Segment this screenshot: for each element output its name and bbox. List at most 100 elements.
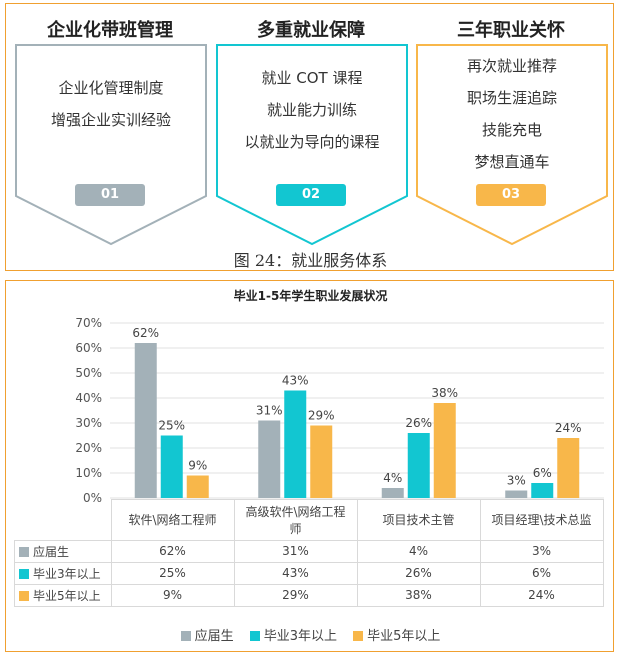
bar-chart: 0%10%20%30%40%50%60%70%62%31%4% 3%25%43%2… xyxy=(75,316,604,505)
legend-label: 应届生 xyxy=(194,629,234,644)
shield-card-1: 企业化管理制度 增强企业实训经验 01 xyxy=(15,44,207,246)
y-tick-label: 60% xyxy=(75,341,102,355)
legend-swatch xyxy=(353,631,364,641)
data-label: 24% xyxy=(555,421,582,435)
table-cell: 38% xyxy=(356,583,481,607)
data-label: 4% xyxy=(383,471,402,485)
data-label: 43% xyxy=(282,374,309,388)
shield-1-line: 企业化管理制度 xyxy=(58,79,164,97)
bar xyxy=(505,490,528,498)
series-key-cell: 应届生 xyxy=(14,539,112,563)
data-label: 3% xyxy=(507,474,526,488)
data-label: 38% xyxy=(431,386,458,400)
data-table: 软件\网络工程师 高级软件\网络工程 师 项目技术主管 项目经理\技术总监 应届… xyxy=(14,499,604,607)
shield-2-line: 以就业为导向的课程 xyxy=(244,133,380,151)
series-key-cell: 毕业3年以上 xyxy=(14,561,112,585)
series-key-cell: 毕业5年以上 xyxy=(14,583,112,607)
legend-swatch xyxy=(180,631,191,641)
bar xyxy=(160,435,183,498)
legend-item: 毕业5年以上 xyxy=(353,625,440,644)
category-label-line: 项目经理\技术总监 xyxy=(491,513,592,528)
bar xyxy=(557,438,580,498)
table-cell: 24% xyxy=(479,583,604,607)
table-corner-cell xyxy=(14,499,112,541)
step-badge-1: 01 xyxy=(75,184,145,206)
table-cell: 3% xyxy=(479,539,604,563)
bar xyxy=(433,403,456,498)
table-cell: 4% xyxy=(356,539,481,563)
category-label-line: 高级软件\网络工程 xyxy=(245,504,346,519)
table-cell: 9% xyxy=(110,583,235,607)
data-label: 25% xyxy=(158,419,185,433)
shield-outline-1 xyxy=(15,44,207,246)
table-cell: 43% xyxy=(233,561,358,585)
data-label: 29% xyxy=(308,409,335,423)
bar xyxy=(258,420,281,498)
bar xyxy=(284,390,307,498)
career-chart-panel: 毕业1-5年学生职业发展状况 0% 10% 20% 30% 40% 50% 60% 70% 62… xyxy=(5,280,614,652)
shield-outline-2 xyxy=(216,44,408,246)
bar xyxy=(186,475,209,498)
legend-swatch xyxy=(249,631,260,641)
data-label: 62% xyxy=(132,326,159,340)
y-tick-label: 50% xyxy=(75,366,102,380)
shield-3-line: 职场生涯追踪 xyxy=(466,89,557,107)
step-badge-2: 02 xyxy=(276,184,346,206)
shield-outline-3 xyxy=(416,44,608,246)
table-cell: 25% xyxy=(110,561,235,585)
table-header-row: 软件\网络工程师 高级软件\网络工程 师 项目技术主管 项目经理\技术总监 xyxy=(14,499,604,541)
step-badge-3: 03 xyxy=(476,184,546,206)
figure-caption: 图 24：就业服务体系 xyxy=(233,251,388,270)
bar xyxy=(310,425,333,498)
chart-title: 毕业1-5年学生职业发展状况 xyxy=(233,289,388,303)
bar xyxy=(407,433,430,498)
shield-2-line: 就业 COT 课程 xyxy=(261,69,363,87)
series-name: 毕业5年以上 xyxy=(33,588,101,603)
legend-swatch xyxy=(19,568,29,579)
legend-item: 毕业3年以上 xyxy=(249,625,337,644)
table-cell: 6% xyxy=(479,561,604,585)
category-label-line: 师 xyxy=(289,521,302,536)
series-name: 毕业3年以上 xyxy=(33,566,101,581)
shield-3-line: 技能充电 xyxy=(481,121,542,139)
table-cell: 62% xyxy=(110,539,235,563)
y-tick-label: 10% xyxy=(75,466,102,480)
legend-swatch xyxy=(19,590,29,601)
service-system-panel: 企业化带班管理 企业化管理制度 增强企业实训经验 01 多重就业保障 就业 CO… xyxy=(5,3,614,271)
table-cell: 31% xyxy=(233,539,358,563)
category-label-line: 项目技术主管 xyxy=(382,513,455,528)
table-cell: 29% xyxy=(233,583,358,607)
legend-label: 毕业3年以上 xyxy=(263,629,337,644)
bar xyxy=(134,343,157,498)
y-tick-label: 70% xyxy=(75,316,102,330)
data-label: 31% xyxy=(256,404,283,418)
legend-item: 应届生 xyxy=(180,625,234,644)
y-tick-label: 30% xyxy=(75,416,102,430)
bar xyxy=(531,483,554,498)
table-cell: 26% xyxy=(356,561,481,585)
y-tick-label: 40% xyxy=(75,391,102,405)
shield-card-2: 就业 COT 课程 就业能力训练 以就业为导向的课程 02 xyxy=(216,44,408,246)
legend-swatch xyxy=(19,546,29,557)
shield-1-line: 增强企业实训经验 xyxy=(50,111,171,129)
category-label-line: 软件\网络工程师 xyxy=(128,513,217,528)
bar xyxy=(381,488,404,498)
shield-3-line: 梦想直通车 xyxy=(474,153,550,171)
y-tick-label: 20% xyxy=(75,441,102,455)
data-label: 6% xyxy=(533,466,552,480)
table-row: 毕业5年以上 9% 29% 38% 24% xyxy=(14,583,604,607)
table-header-cell: 软件\网络工程师 xyxy=(110,499,235,541)
shield-2-line: 就业能力训练 xyxy=(266,101,357,119)
table-header-cell: 高级软件\网络工程 师 xyxy=(233,499,358,541)
series-name: 应届生 xyxy=(33,544,70,559)
column-title-2: 多重就业保障 xyxy=(257,20,365,41)
table-header-cell: 项目技术主管 xyxy=(356,499,481,541)
data-label: 26% xyxy=(405,416,432,430)
table-header-cell: 项目经理\技术总监 xyxy=(479,499,604,541)
data-label: 9% xyxy=(188,459,207,473)
column-title-1: 企业化带班管理 xyxy=(47,20,173,41)
shield-3-line: 再次就业推荐 xyxy=(466,57,557,75)
table-row: 毕业3年以上 25% 43% 26% 6% xyxy=(14,561,604,585)
column-title-3: 三年职业关怀 xyxy=(457,20,565,41)
legend-label: 毕业5年以上 xyxy=(367,629,441,644)
